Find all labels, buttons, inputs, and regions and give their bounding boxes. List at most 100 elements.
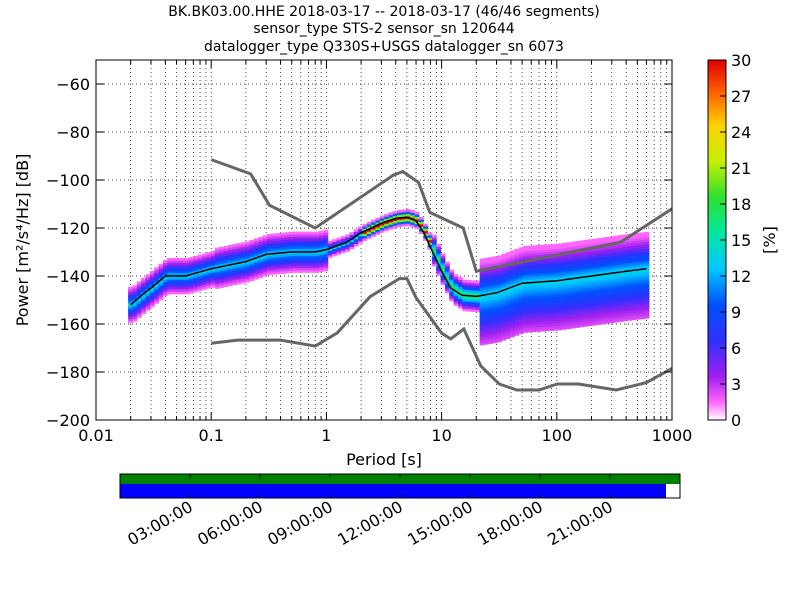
heatmap-cell bbox=[262, 261, 268, 265]
heatmap-cell bbox=[536, 276, 541, 280]
heatmap-cell bbox=[197, 264, 203, 268]
colorbar-tick-label: 0 bbox=[731, 411, 741, 430]
heatmap-cell bbox=[549, 292, 554, 295]
heatmap-cell bbox=[562, 290, 567, 294]
heatmap-cell bbox=[614, 281, 620, 285]
heatmap-cell bbox=[640, 294, 646, 298]
heatmap-cell bbox=[635, 232, 641, 236]
heatmap-cell bbox=[323, 258, 329, 262]
heatmap-cell bbox=[635, 314, 641, 318]
heatmap-cell bbox=[640, 309, 646, 312]
heatmap-cell bbox=[540, 297, 546, 301]
heatmap-cell bbox=[236, 257, 242, 261]
heatmap-cell bbox=[288, 236, 294, 240]
heatmap-cell bbox=[527, 324, 533, 328]
heatmap-cell bbox=[223, 284, 229, 288]
heatmap-cell bbox=[145, 300, 151, 304]
heatmap-cell bbox=[601, 239, 606, 243]
heatmap-cell bbox=[275, 235, 281, 239]
heatmap-cell bbox=[436, 256, 442, 259]
heatmap-cell bbox=[488, 326, 494, 330]
heatmap-cell bbox=[223, 281, 229, 285]
heatmap-cell bbox=[588, 263, 593, 267]
heatmap-cell bbox=[258, 239, 264, 242]
heatmap-cell bbox=[566, 285, 572, 289]
heatmap-cell bbox=[557, 303, 563, 307]
heatmap-cell bbox=[618, 251, 624, 255]
heatmap-cell bbox=[518, 328, 524, 332]
heatmap-cell bbox=[288, 255, 294, 259]
heatmap-cell bbox=[536, 273, 541, 277]
heatmap-cell bbox=[149, 270, 155, 274]
heatmap-cell bbox=[492, 304, 498, 308]
heatmap-cell bbox=[523, 301, 528, 304]
heatmap-cell bbox=[618, 292, 624, 296]
heatmap-cell bbox=[375, 219, 381, 223]
heatmap-cell bbox=[618, 287, 624, 291]
heatmap-cell bbox=[583, 280, 589, 284]
heatmap-cell bbox=[301, 253, 307, 256]
heatmap-cell bbox=[505, 290, 511, 294]
heatmap-cell bbox=[583, 263, 589, 267]
heatmap-cell bbox=[440, 258, 446, 261]
heatmap-cell bbox=[288, 241, 294, 245]
heatmap-cell bbox=[614, 274, 620, 277]
heatmap-cell bbox=[214, 247, 220, 251]
heatmap-cell bbox=[184, 272, 190, 276]
heatmap-cell bbox=[614, 314, 620, 318]
heatmap-cell bbox=[293, 246, 298, 249]
heatmap-cell bbox=[635, 259, 641, 263]
heatmap-cell bbox=[392, 210, 398, 214]
heatmap-cell bbox=[553, 291, 559, 295]
heatmap-cell bbox=[510, 317, 515, 321]
heatmap-cell bbox=[557, 291, 563, 295]
heatmap-cell bbox=[154, 298, 159, 302]
heatmap-cell bbox=[640, 287, 646, 291]
heatmap-cell bbox=[631, 317, 637, 321]
heatmap-cell bbox=[479, 301, 485, 305]
heatmap-cell bbox=[479, 311, 485, 315]
heatmap-cell bbox=[596, 298, 602, 301]
heatmap-cell bbox=[575, 274, 580, 278]
heatmap-cell bbox=[644, 239, 650, 242]
heatmap-cell bbox=[201, 263, 207, 266]
heatmap-cell bbox=[475, 287, 481, 291]
heatmap-cell bbox=[566, 295, 572, 298]
chart-title-line-3: datalogger_type Q330S+USGS datalogger_sn… bbox=[204, 39, 564, 55]
heatmap-cell bbox=[492, 330, 498, 334]
heatmap-cell bbox=[158, 273, 164, 277]
heatmap-cell bbox=[592, 293, 598, 297]
heatmap-cell bbox=[171, 262, 177, 266]
heatmap-cell bbox=[549, 268, 554, 271]
heatmap-cell bbox=[397, 221, 403, 225]
heatmap-cell bbox=[167, 262, 173, 266]
heatmap-cell bbox=[575, 267, 580, 271]
heatmap-cell bbox=[518, 256, 524, 260]
heatmap-cell bbox=[266, 260, 272, 264]
heatmap-cell bbox=[553, 301, 559, 305]
heatmap-cell bbox=[605, 316, 611, 319]
heatmap-cell bbox=[167, 267, 173, 271]
heatmap-cell bbox=[527, 284, 533, 287]
heatmap-cell bbox=[627, 289, 633, 292]
heatmap-cell bbox=[575, 279, 580, 283]
heatmap-cell bbox=[505, 285, 511, 289]
heatmap-cell bbox=[162, 286, 168, 290]
heatmap-cell bbox=[505, 283, 511, 287]
heatmap-cell bbox=[605, 284, 611, 288]
heatmap-cell bbox=[223, 272, 229, 276]
heatmap-cell bbox=[570, 248, 576, 252]
heatmap-cell bbox=[293, 270, 298, 273]
noise-model-lines bbox=[130, 158, 672, 392]
heatmap-cell bbox=[488, 261, 494, 265]
heatmap-cell bbox=[631, 286, 637, 289]
heatmap-cell bbox=[483, 332, 489, 336]
heatmap-cell bbox=[470, 285, 476, 288]
heatmap-cell bbox=[596, 295, 602, 299]
heatmap-cell bbox=[145, 298, 151, 302]
heatmap-cell bbox=[640, 299, 646, 303]
heatmap-cell bbox=[635, 242, 641, 246]
heatmap-cell bbox=[644, 311, 650, 314]
heatmap-cell bbox=[297, 234, 303, 237]
heatmap-cell bbox=[549, 287, 554, 291]
